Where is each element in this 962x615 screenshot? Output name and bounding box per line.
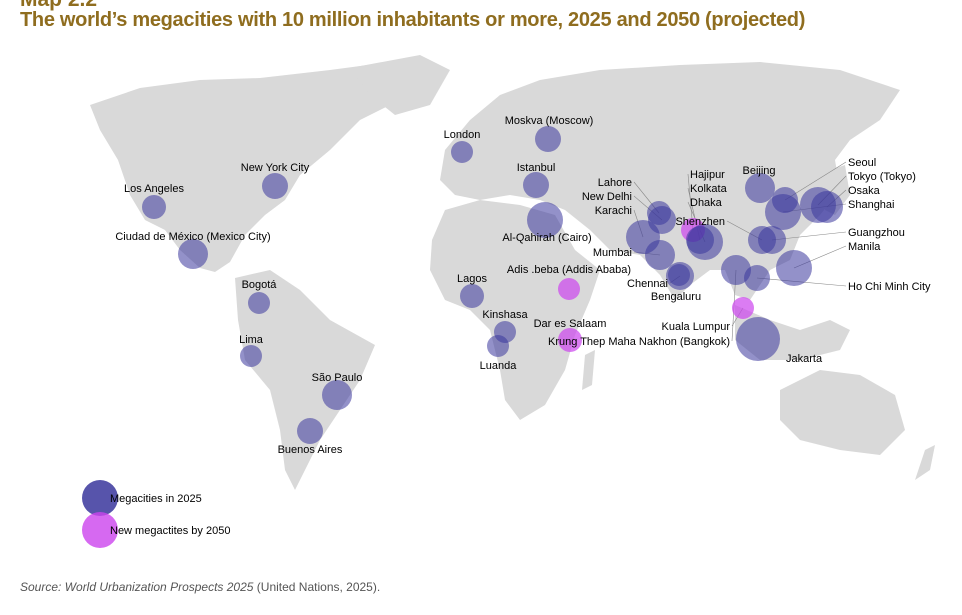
city-marker-dhaka <box>687 224 723 260</box>
legend-label-2050: New megactites by 2050 <box>110 525 230 537</box>
city-label-chennai: Chennai <box>627 278 668 290</box>
city-label-adis-beba-addis-ababa: Adis .beba (Addis Ababa) <box>507 264 631 276</box>
city-label-beijing: Beijing <box>742 165 775 177</box>
city-label-kuala-lumpur: Kuala Lumpur <box>662 321 731 333</box>
city-label-mumbai: Mumbai <box>593 247 632 259</box>
south-america <box>235 270 375 490</box>
legend-label-2025: Megacities in 2025 <box>110 493 202 505</box>
city-label-lahore: Lahore <box>598 177 632 189</box>
city-label-bogot: Bogotá <box>242 279 278 291</box>
city-marker-moskva-moscow <box>535 126 561 152</box>
city-label-krung-thep-maha-nakhon-bangkok: Krung Thep Maha Nakhon (Bangkok) <box>548 336 730 348</box>
city-marker-s-o-paulo <box>322 380 352 410</box>
city-label-ho-chi-minh-city: Ho Chi Minh City <box>848 281 931 293</box>
city-label-london: London <box>444 129 481 141</box>
city-label-guangzhou: Guangzhou <box>848 227 905 239</box>
city-label-hajipur: Hajipur <box>690 169 725 181</box>
city-marker-jakarta <box>736 317 780 361</box>
legend-swatch-2050 <box>82 512 118 548</box>
city-label-istanbul: Istanbul <box>517 162 556 174</box>
city-label-karachi: Karachi <box>595 205 632 217</box>
city-label-s-o-paulo: São Paulo <box>312 372 363 384</box>
city-label-lima: Lima <box>239 334 264 346</box>
city-marker-luanda <box>487 335 509 357</box>
north-america <box>90 62 430 272</box>
city-label-new-delhi: New Delhi <box>582 191 632 203</box>
city-label-shanghai: Shanghai <box>848 199 895 211</box>
city-label-seoul: Seoul <box>848 157 876 169</box>
africa <box>430 200 600 420</box>
new-zealand <box>915 445 935 480</box>
city-marker-mumbai <box>645 240 675 270</box>
city-marker-dar-es-salaam <box>558 328 582 352</box>
legend-swatch-2025 <box>82 480 118 516</box>
city-label-shenzhen: Shenzhen <box>675 216 725 228</box>
greenland <box>350 55 450 115</box>
city-marker-beijing <box>745 173 775 203</box>
city-marker-ho-chi-minh-city <box>744 265 770 291</box>
city-label-ciudad-de-m-xico-mexico-city: Ciudad de México (Mexico City) <box>115 231 270 243</box>
city-marker-manila <box>776 250 812 286</box>
city-marker-new-york-city <box>262 173 288 199</box>
city-label-al-qahirah-cairo: Al-Qahirah (Cairo) <box>502 232 591 244</box>
city-label-lagos: Lagos <box>457 273 487 285</box>
city-marker-osaka <box>811 191 843 223</box>
city-label-los-angeles: Los Angeles <box>124 183 184 195</box>
city-label-kolkata: Kolkata <box>690 183 728 195</box>
city-label-manila: Manila <box>848 241 881 253</box>
city-label-dar-es-salaam: Dar es Salaam <box>534 318 607 330</box>
city-label-jakarta: Jakarta <box>786 353 823 365</box>
city-label-bengaluru: Bengaluru <box>651 291 701 303</box>
legend: Megacities in 2025 New megactites by 2050 <box>82 480 230 548</box>
source-note: Source: World Urbanization Prospects 202… <box>20 580 380 594</box>
city-marker-kuala-lumpur <box>732 297 754 319</box>
map-title: The world’s megacities with 10 million i… <box>20 9 806 31</box>
city-label-moskva-moscow: Moskva (Moscow) <box>505 115 594 127</box>
city-marker-buenos-aires <box>297 418 323 444</box>
australia <box>780 370 905 455</box>
city-label-kinshasa: Kinshasa <box>482 309 528 321</box>
city-label-osaka: Osaka <box>848 185 881 197</box>
city-label-dhaka: Dhaka <box>690 197 723 209</box>
city-marker-istanbul <box>523 172 549 198</box>
city-marker-los-angeles <box>142 195 166 219</box>
city-marker-new-delhi <box>648 206 676 234</box>
city-label-new-york-city: New York City <box>241 162 310 174</box>
city-marker-krung-thep-maha-nakhon-bangkok <box>721 255 751 285</box>
source-title: Source: World Urbanization Prospects 202… <box>20 580 254 594</box>
city-marker-london <box>451 141 473 163</box>
city-marker-ciudad-de-m-xico-mexico-city <box>178 239 208 269</box>
city-marker-lima <box>240 345 262 367</box>
city-marker-bogot <box>248 292 270 314</box>
city-marker-bengaluru <box>668 264 690 286</box>
city-marker-adis-beba-addis-ababa <box>558 278 580 300</box>
city-label-luanda: Luanda <box>480 360 518 372</box>
city-marker-lagos <box>460 284 484 308</box>
map-number: Map 2.2 <box>20 0 97 12</box>
source-publisher: (United Nations, 2025). <box>253 580 381 594</box>
city-label-tokyo-tokyo: Tokyo (Tokyo) <box>848 171 916 183</box>
city-marker-shenzhen <box>748 226 776 254</box>
madagascar <box>582 350 595 390</box>
city-marker-al-qahirah-cairo <box>527 202 563 238</box>
city-marker-shanghai <box>765 194 801 230</box>
city-label-buenos-aires: Buenos Aires <box>278 444 343 456</box>
